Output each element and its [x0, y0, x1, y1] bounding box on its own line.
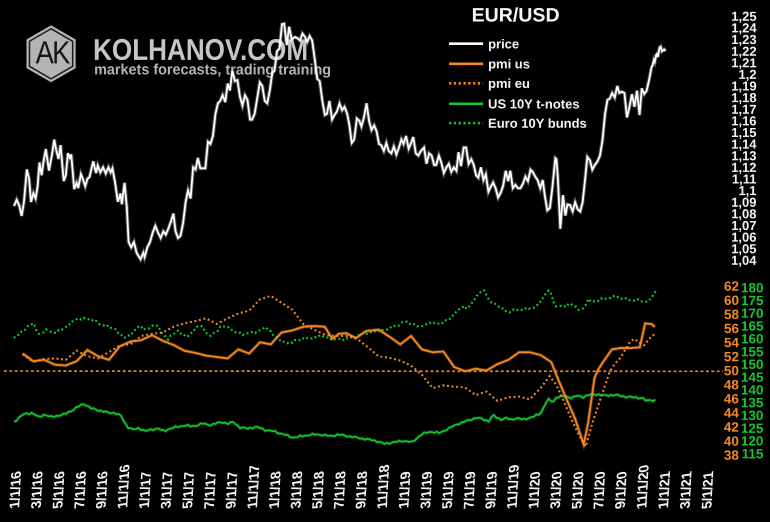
svg-text:markets forecasts, trading tra: markets forecasts, trading training — [94, 61, 331, 78]
svg-text:11/1/20: 11/1/20 — [633, 463, 651, 510]
svg-text:52: 52 — [724, 349, 739, 364]
svg-text:pmi us: pmi us — [488, 56, 530, 71]
svg-text:1,14: 1,14 — [731, 137, 757, 152]
svg-text:3/1/16: 3/1/16 — [28, 470, 46, 510]
svg-text:7/1/16: 7/1/16 — [71, 470, 89, 510]
svg-text:155: 155 — [741, 344, 764, 359]
svg-text:1,22: 1,22 — [731, 44, 756, 59]
svg-text:62: 62 — [724, 279, 739, 294]
svg-text:42: 42 — [724, 420, 739, 435]
svg-text:5/1/20: 5/1/20 — [569, 470, 587, 510]
svg-text:1,18: 1,18 — [731, 90, 756, 105]
svg-text:3/1/18: 3/1/18 — [287, 470, 305, 510]
svg-text:1,17: 1,17 — [731, 102, 756, 117]
svg-text:9/1/20: 9/1/20 — [612, 470, 630, 510]
svg-text:38: 38 — [724, 448, 740, 463]
svg-text:1,16: 1,16 — [731, 113, 756, 128]
svg-text:1,11: 1,11 — [732, 172, 757, 187]
svg-text:54: 54 — [724, 335, 740, 350]
svg-text:1/1/17: 1/1/17 — [136, 470, 154, 510]
svg-text:7/1/18: 7/1/18 — [331, 470, 349, 510]
svg-text:1,21: 1,21 — [731, 55, 756, 70]
svg-text:125: 125 — [741, 421, 764, 436]
svg-text:145: 145 — [741, 370, 764, 385]
svg-text:160: 160 — [741, 331, 764, 346]
svg-text:1,23: 1,23 — [731, 32, 756, 47]
svg-text:170: 170 — [741, 306, 764, 321]
svg-text:1/1/19: 1/1/19 — [395, 470, 413, 510]
svg-text:150: 150 — [741, 357, 764, 372]
svg-text:180: 180 — [741, 280, 764, 295]
svg-text:3/1/21: 3/1/21 — [677, 470, 695, 510]
svg-text:50: 50 — [724, 363, 739, 378]
svg-text:130: 130 — [741, 408, 764, 423]
svg-text:56: 56 — [724, 321, 740, 336]
svg-text:3/1/17: 3/1/17 — [158, 470, 176, 510]
svg-text:7/1/20: 7/1/20 — [590, 470, 608, 510]
svg-text:1,12: 1,12 — [731, 160, 756, 175]
svg-text:44: 44 — [724, 406, 740, 421]
svg-text:1,08: 1,08 — [731, 206, 756, 221]
svg-text:1,19: 1,19 — [731, 79, 756, 94]
svg-text:pmi eu: pmi eu — [488, 76, 530, 91]
svg-text:115: 115 — [742, 446, 764, 461]
svg-text:165: 165 — [741, 319, 764, 334]
svg-text:5/1/16: 5/1/16 — [49, 470, 67, 510]
svg-text:5/1/19: 5/1/19 — [439, 470, 457, 510]
svg-text:1/1/16: 1/1/16 — [6, 470, 24, 510]
svg-text:KOLHANOV.COM: KOLHANOV.COM — [93, 34, 308, 67]
svg-text:46: 46 — [724, 391, 740, 406]
svg-text:1,15: 1,15 — [731, 125, 756, 140]
svg-text:1/1/20: 1/1/20 — [525, 470, 543, 510]
svg-text:60: 60 — [724, 293, 739, 308]
svg-text:11/1/19: 11/1/19 — [504, 463, 522, 510]
svg-text:1,1: 1,1 — [738, 183, 756, 198]
svg-text:5/1/18: 5/1/18 — [309, 470, 327, 510]
svg-text:11/1/16: 11/1/16 — [114, 463, 132, 510]
svg-text:1,07: 1,07 — [731, 218, 756, 233]
svg-text:1,13: 1,13 — [731, 148, 756, 163]
svg-text:1,06: 1,06 — [731, 230, 756, 245]
svg-text:Euro 10Y bunds: Euro 10Y bunds — [488, 116, 587, 131]
svg-text:EUR/USD: EUR/USD — [472, 5, 560, 27]
svg-text:1/1/21: 1/1/21 — [655, 470, 673, 510]
svg-text:1,05: 1,05 — [731, 241, 756, 256]
svg-text:price: price — [488, 36, 519, 51]
svg-text:US 10Y t-notes: US 10Y t-notes — [488, 96, 580, 111]
svg-text:1,24: 1,24 — [731, 20, 757, 35]
svg-text:5/1/21: 5/1/21 — [698, 470, 716, 510]
svg-text:9/1/17: 9/1/17 — [222, 470, 240, 510]
svg-text:9/1/18: 9/1/18 — [352, 470, 370, 510]
svg-text:7/1/17: 7/1/17 — [201, 470, 219, 510]
svg-text:3/1/20: 3/1/20 — [547, 470, 565, 510]
svg-text:120: 120 — [741, 434, 764, 449]
svg-text:3/1/19: 3/1/19 — [417, 470, 435, 510]
svg-text:1,09: 1,09 — [731, 195, 756, 210]
svg-text:1,25: 1,25 — [731, 9, 756, 24]
svg-text:5/1/17: 5/1/17 — [179, 470, 197, 510]
svg-text:1,2: 1,2 — [738, 67, 756, 82]
svg-text:175: 175 — [741, 293, 764, 308]
svg-text:11/1/18: 11/1/18 — [374, 463, 392, 510]
svg-text:1/1/18: 1/1/18 — [266, 470, 284, 510]
svg-text:58: 58 — [724, 307, 740, 322]
svg-text:11/1/17: 11/1/17 — [244, 463, 262, 510]
svg-text:9/1/19: 9/1/19 — [482, 470, 500, 510]
svg-text:140: 140 — [741, 383, 764, 398]
svg-text:40: 40 — [724, 434, 739, 449]
svg-text:48: 48 — [724, 377, 740, 392]
svg-text:1,04: 1,04 — [731, 253, 757, 268]
svg-text:7/1/19: 7/1/19 — [460, 470, 478, 510]
svg-text:AK: AK — [36, 34, 70, 70]
svg-text:9/1/16: 9/1/16 — [93, 470, 111, 510]
svg-text:135: 135 — [741, 395, 764, 410]
